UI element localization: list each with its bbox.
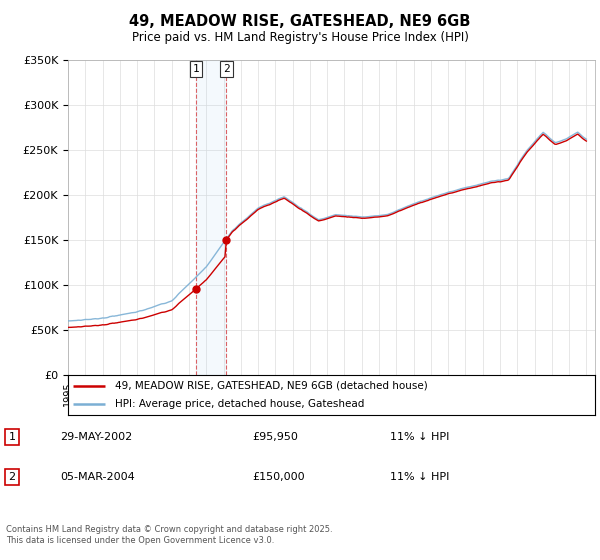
Text: HPI: Average price, detached house, Gateshead: HPI: Average price, detached house, Gate… xyxy=(115,399,365,409)
Text: £95,950: £95,950 xyxy=(252,432,298,442)
Text: 11% ↓ HPI: 11% ↓ HPI xyxy=(390,432,449,442)
Text: 29-MAY-2002: 29-MAY-2002 xyxy=(60,432,132,442)
Text: Price paid vs. HM Land Registry's House Price Index (HPI): Price paid vs. HM Land Registry's House … xyxy=(131,31,469,44)
Text: 1: 1 xyxy=(193,64,199,74)
Text: £150,000: £150,000 xyxy=(252,472,305,482)
Text: 11% ↓ HPI: 11% ↓ HPI xyxy=(390,472,449,482)
Text: 49, MEADOW RISE, GATESHEAD, NE9 6GB (detached house): 49, MEADOW RISE, GATESHEAD, NE9 6GB (det… xyxy=(115,381,428,391)
Text: 1: 1 xyxy=(8,432,16,442)
Text: 2: 2 xyxy=(8,472,16,482)
Bar xyxy=(196,60,226,375)
Text: Contains HM Land Registry data © Crown copyright and database right 2025.
This d: Contains HM Land Registry data © Crown c… xyxy=(6,525,332,545)
Text: 05-MAR-2004: 05-MAR-2004 xyxy=(60,472,135,482)
Text: 2: 2 xyxy=(223,64,230,74)
Text: 49, MEADOW RISE, GATESHEAD, NE9 6GB: 49, MEADOW RISE, GATESHEAD, NE9 6GB xyxy=(130,14,470,29)
